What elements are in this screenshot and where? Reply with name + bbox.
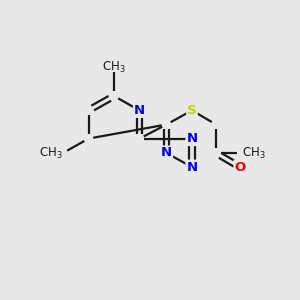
Text: CH$_3$: CH$_3$	[102, 60, 126, 75]
Text: N: N	[186, 160, 198, 174]
Text: N: N	[134, 104, 145, 117]
Text: S: S	[187, 104, 197, 117]
Text: N: N	[186, 132, 198, 145]
Text: CH$_3$: CH$_3$	[39, 146, 63, 160]
Text: CH$_3$: CH$_3$	[242, 146, 265, 160]
Text: N: N	[161, 146, 172, 160]
Text: O: O	[234, 160, 246, 174]
